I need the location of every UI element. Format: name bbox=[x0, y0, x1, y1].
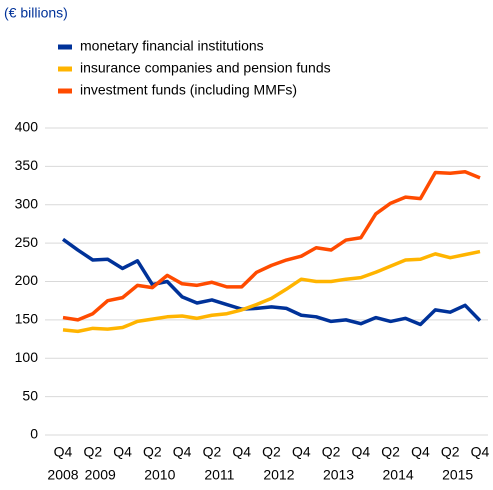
series-line bbox=[62, 169, 481, 322]
series-line bbox=[61, 237, 482, 327]
y-tick-label: 300 bbox=[15, 195, 39, 211]
y-tick-label: 150 bbox=[15, 311, 39, 327]
x-tick-label: Q2 bbox=[262, 444, 281, 460]
x-tick-label: Q4 bbox=[352, 444, 371, 460]
x-tick-label: Q4 bbox=[113, 444, 132, 460]
x-tick-label: Q2 bbox=[322, 444, 341, 460]
y-tick-label: 200 bbox=[15, 272, 39, 288]
x-year-label: 2008 bbox=[47, 467, 78, 483]
y-tick-label: 100 bbox=[15, 349, 39, 365]
y-tick-label: 250 bbox=[15, 234, 39, 250]
y-tick-label: 50 bbox=[22, 387, 38, 403]
x-tick-label: Q2 bbox=[203, 444, 222, 460]
y-tick-label: 400 bbox=[15, 119, 39, 135]
legend-label: investment funds (including MMFs) bbox=[80, 82, 297, 98]
x-tick-label: Q4 bbox=[173, 444, 192, 460]
x-tick-label: Q4 bbox=[411, 444, 430, 460]
series-line bbox=[62, 249, 481, 334]
legend-label: monetary financial institutions bbox=[80, 38, 264, 54]
x-tick-label: Q4 bbox=[471, 444, 490, 460]
x-tick-label: Q4 bbox=[232, 444, 251, 460]
legend-label: insurance companies and pension funds bbox=[80, 60, 331, 76]
x-tick-label: Q2 bbox=[143, 444, 162, 460]
y-tick-label: 0 bbox=[30, 426, 38, 442]
x-tick-label: Q4 bbox=[292, 444, 311, 460]
x-year-label: 2009 bbox=[85, 467, 116, 483]
x-tick-label: Q4 bbox=[54, 444, 73, 460]
x-year-label: 2015 bbox=[442, 467, 473, 483]
x-year-label: 2014 bbox=[383, 467, 414, 483]
x-year-label: 2011 bbox=[204, 467, 234, 483]
x-year-label: 2013 bbox=[323, 467, 354, 483]
x-year-label: 2012 bbox=[263, 467, 294, 483]
chart-subtitle: (€ billions) bbox=[4, 5, 68, 21]
x-tick-label: Q2 bbox=[441, 444, 460, 460]
x-tick-label: Q2 bbox=[83, 444, 102, 460]
y-tick-label: 350 bbox=[15, 157, 39, 173]
x-year-label: 2010 bbox=[144, 467, 175, 483]
x-tick-label: Q2 bbox=[381, 444, 400, 460]
